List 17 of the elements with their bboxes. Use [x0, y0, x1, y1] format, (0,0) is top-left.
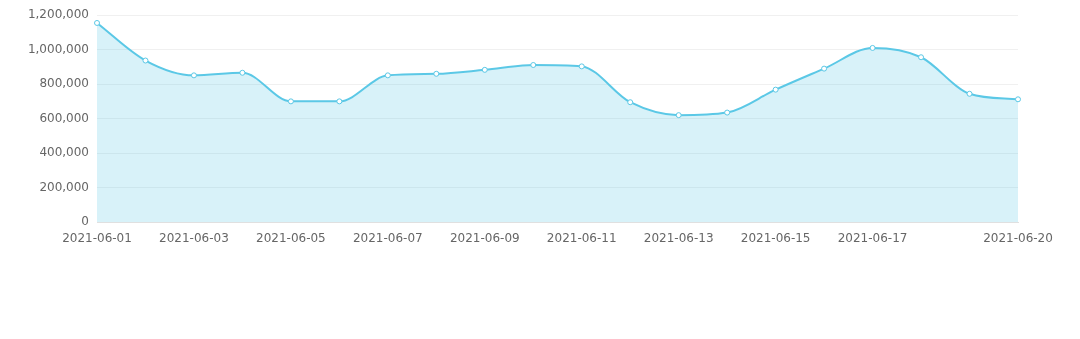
x-tick-label: 2021-06-09	[449, 231, 520, 246]
y-tick-label: 200,000	[39, 179, 89, 194]
y-tick-label: 600,000	[39, 110, 89, 125]
x-tick-label: 2021-06-17	[837, 231, 908, 246]
y-tick-label: 1,000,000	[27, 41, 89, 56]
x-tick-label: 2021-06-05	[256, 231, 326, 246]
y-tick-label: 800,000	[39, 76, 89, 91]
x-tick-label: 2021-06-01	[62, 231, 132, 246]
x-tick-label: 2021-06-07	[352, 231, 423, 246]
y-tick-label: 1,200,000	[27, 7, 89, 22]
y-tick-label: 0	[81, 214, 89, 229]
x-tick-label: 2021-06-13	[643, 231, 714, 246]
y-tick-label: 400,000	[39, 145, 89, 160]
x-tick-label: 2021-06-03	[159, 231, 229, 246]
x-tick-label: 2021-06-11	[546, 231, 617, 246]
x-tick-label: 2021-06-20	[983, 231, 1053, 246]
x-tick-label: 2021-06-15	[740, 231, 811, 246]
